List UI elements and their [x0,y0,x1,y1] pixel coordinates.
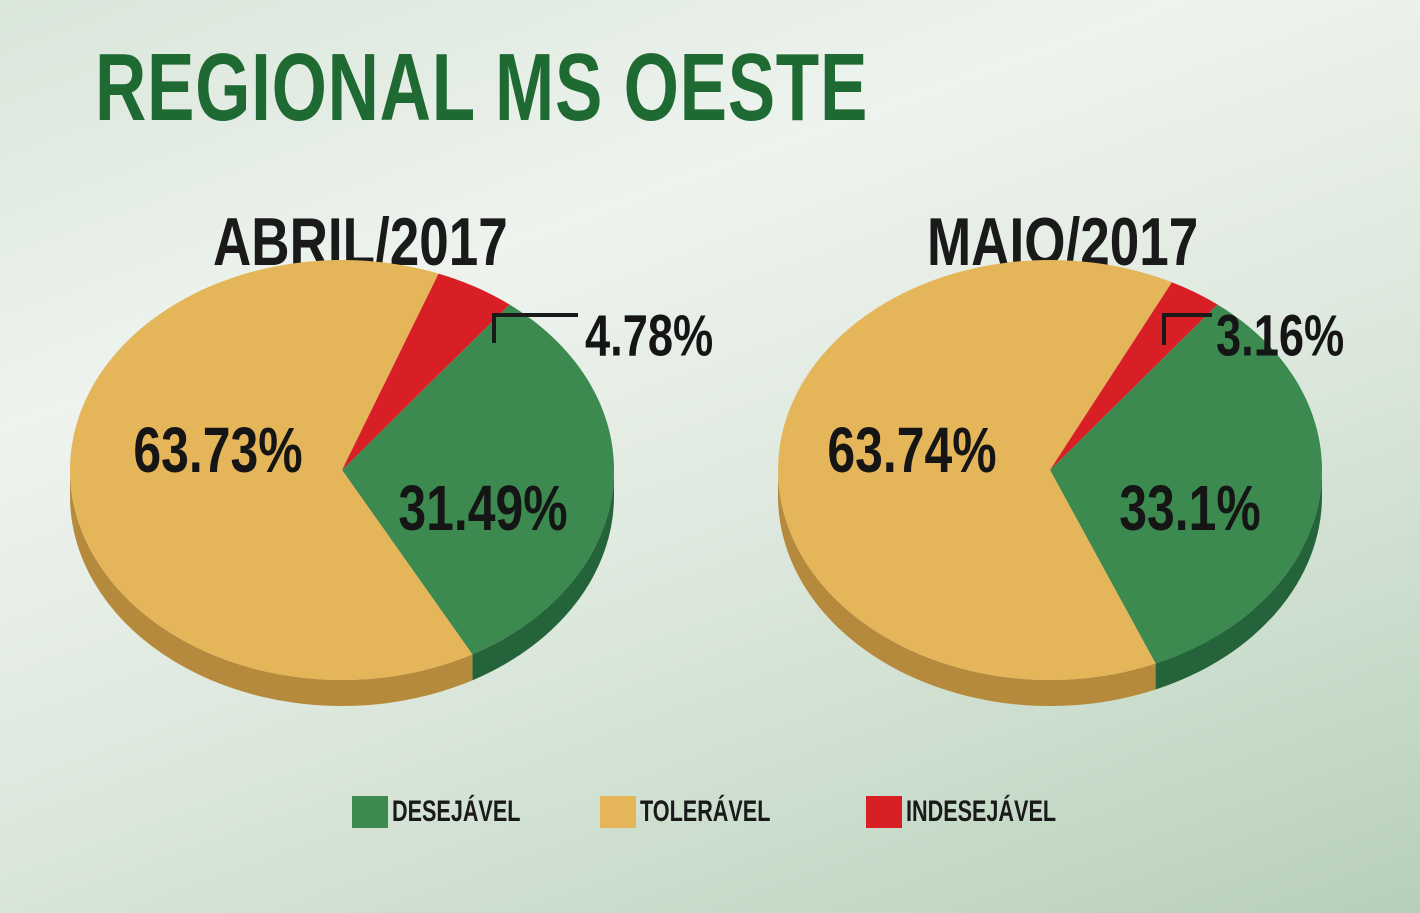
slice-label-indesejavel-1: 3.16% [1216,304,1344,369]
slice-label-indesejavel-0: 4.78% [585,304,713,369]
pie-side-tolervel-0 [70,470,473,707]
leader-line-indesejavel-1 [1162,313,1212,345]
slice-label-toleravel-1: 63.74% [827,415,996,486]
legend-item-indesejavel: INDESEJÁVEL [866,795,1114,829]
legend-label-desejavel: DESEJÁVEL [392,795,521,828]
legend: DESEJÁVEL TOLERÁVEL INDESEJÁVEL [0,795,1420,835]
legend-label-toleravel: TOLERÁVEL [640,795,771,828]
slice-label-desejavel-0: 31.49% [398,473,567,544]
pie-chart-maio: 63.74% 33.1% 3.16% [778,260,1344,706]
main-title: REGIONAL MS OESTE [95,34,869,141]
pie-slice-desejvel-1 [1050,304,1323,664]
pie-slice-tolervel-1 [778,260,1172,680]
slice-label-desejavel-1: 33.1% [1119,473,1261,544]
legend-label-indesejavel: INDESEJÁVEL [906,795,1057,828]
legend-swatch-toleravel [600,796,636,828]
pie-slice-tolervel-0 [70,260,473,680]
pie-slice-desejvel-0 [342,304,615,655]
pie-side-tolervel-1 [778,470,1156,706]
legend-item-toleravel: TOLERÁVEL [600,795,821,829]
pie-side-desejvel-0 [472,470,614,681]
slice-label-toleravel-0: 63.73% [133,415,302,486]
legend-swatch-desejavel [352,796,388,828]
pie-chart-abril: 63.73% 31.49% 4.78% [70,260,713,707]
pie-slice-indesejvel-1 [1050,282,1218,470]
leader-line-indesejavel-0 [492,313,578,343]
legend-swatch-indesejavel [866,796,902,828]
pie-side-desejvel-1 [1155,470,1322,690]
legend-item-desejavel: DESEJÁVEL [352,795,570,829]
pie-slice-indesejvel-0 [342,273,510,470]
